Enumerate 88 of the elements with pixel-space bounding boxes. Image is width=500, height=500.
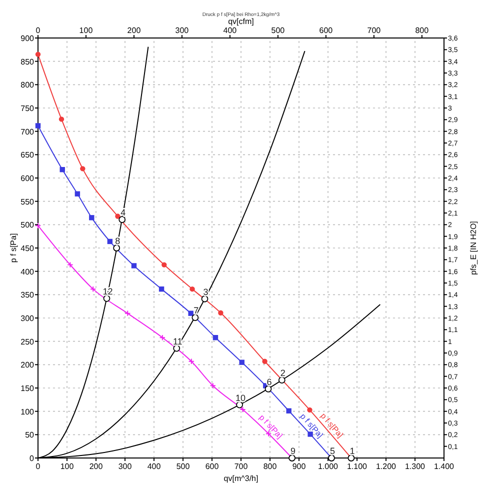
x-tick-label: 1.000	[318, 462, 339, 471]
y-tick-label: 150	[20, 384, 35, 393]
y-tick-label: 250	[20, 337, 35, 346]
x-tick-label: 1.400	[434, 462, 455, 471]
x-tick-label: 200	[89, 462, 104, 471]
point	[67, 262, 74, 268]
point	[218, 310, 224, 316]
annotation: 1	[350, 446, 355, 456]
y-tick-label: 600	[20, 174, 35, 183]
annotation: 2	[280, 368, 286, 378]
x-tick-label: 800	[263, 462, 278, 471]
point	[118, 216, 126, 223]
point	[60, 167, 65, 172]
point	[162, 262, 167, 268]
point	[58, 116, 64, 122]
annotation: 3	[203, 286, 208, 297]
point	[278, 376, 286, 384]
y-tick-label: 500	[20, 220, 35, 230]
point	[210, 382, 216, 389]
point	[115, 214, 120, 219]
x2-tick-label: 500	[271, 26, 286, 35]
annotation: 9	[290, 446, 296, 456]
x-tick-label: 500	[176, 462, 190, 471]
x-tick-label: 700	[234, 462, 248, 471]
point	[286, 408, 292, 414]
point	[212, 335, 218, 340]
x-tick-label: 300	[118, 462, 132, 471]
y-tick-label: 0	[30, 454, 35, 463]
point	[201, 295, 208, 302]
point	[90, 286, 96, 292]
point	[262, 358, 268, 364]
x2-tick-label: 600	[319, 26, 334, 35]
annotation: 6	[266, 376, 272, 387]
point	[158, 286, 164, 292]
annotation: 10	[236, 392, 246, 403]
point	[159, 334, 166, 341]
y-axis-title: p f s[Pa]	[9, 233, 18, 263]
point	[74, 191, 80, 196]
point	[113, 244, 120, 252]
x2-tick-label: 700	[367, 26, 382, 35]
x-axis-title: qv[m^3/h]	[224, 474, 258, 483]
y-tick-label: 300	[20, 314, 35, 323]
x2-tick-label: 400	[223, 26, 238, 35]
annotation: 5	[330, 446, 335, 456]
point	[107, 238, 113, 244]
y2-axis-title: pfs_E [IN H2O]	[469, 221, 478, 275]
x-tick-label: 1.200	[376, 462, 397, 471]
y-tick-label: 650	[20, 150, 35, 160]
y-tick-label: 550	[20, 197, 35, 206]
point	[264, 385, 272, 392]
point	[188, 358, 195, 364]
x2-tick-label: 100	[79, 26, 94, 35]
y-tick-label: 700	[20, 127, 35, 136]
y-tick-label: 800	[20, 80, 35, 90]
point	[188, 310, 194, 316]
x-tick-label: 1.300	[404, 462, 426, 471]
x2-tick-label: 0	[36, 26, 41, 35]
x-tick-label: 0	[36, 462, 41, 471]
x-tick-label: 1.100	[346, 462, 368, 471]
point	[124, 310, 131, 316]
x-tick-label: 100	[60, 462, 74, 471]
y-tick-label: 750	[20, 104, 35, 113]
point	[89, 215, 94, 220]
annotation: 7	[194, 306, 199, 316]
point	[80, 166, 86, 172]
y-tick-label: 100	[20, 407, 35, 416]
point	[35, 123, 41, 128]
y-tick-label: 50	[25, 430, 35, 440]
x2-tick-label: 800	[415, 26, 430, 35]
y-tick-label: 400	[20, 267, 35, 276]
y-tick-label: 450	[20, 244, 35, 253]
point	[131, 263, 137, 268]
x-tick-label: 400	[147, 462, 162, 471]
x2-tick-label: 200	[127, 26, 142, 35]
x2-tick-label: 300	[175, 26, 190, 35]
x2-axis-title: qv[cfm]	[228, 17, 254, 26]
point	[35, 52, 41, 57]
y-tick-label: 850	[20, 57, 35, 66]
y-tick-label: 350	[20, 290, 35, 300]
x-tick-label: 600	[205, 462, 220, 471]
y-tick-label: 200	[20, 360, 35, 370]
x-tick-label: 900	[292, 462, 306, 471]
y-tick-label: 900	[20, 34, 35, 43]
point	[307, 407, 312, 413]
point	[239, 360, 244, 365]
point	[190, 286, 195, 292]
point	[192, 314, 199, 321]
point	[240, 406, 246, 413]
